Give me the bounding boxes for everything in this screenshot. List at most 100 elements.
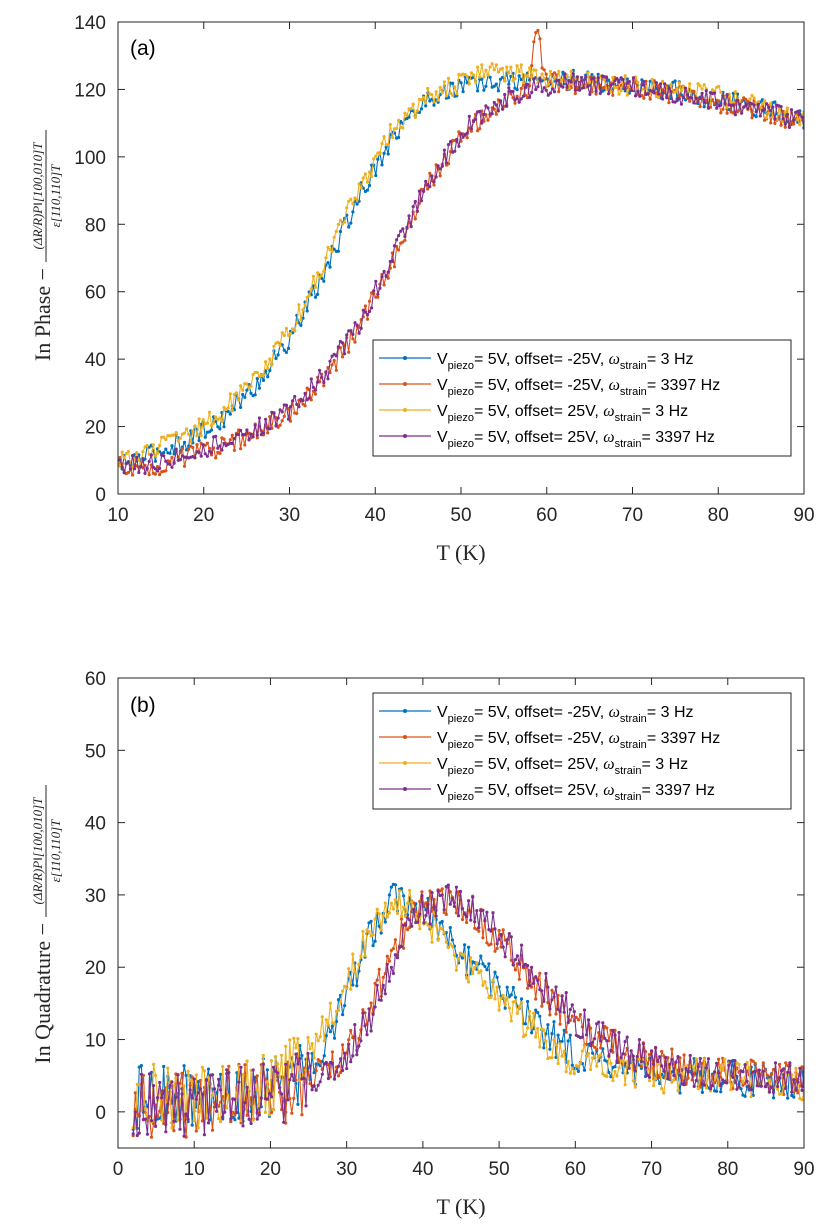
panel-b-series-1-point <box>536 1011 540 1015</box>
panel-a-series-2-point <box>792 122 796 126</box>
panel-a-series-4-point <box>661 97 665 101</box>
panel-a-series-3-point <box>345 206 349 210</box>
panel-b-series-3-point <box>544 1039 548 1043</box>
panel-a-series-4-point <box>274 424 278 428</box>
panel-b-series-4-point <box>383 992 387 996</box>
panel-b-series-1-point <box>503 1006 507 1010</box>
panel-a-series-4-point <box>309 377 313 381</box>
panel-b-series-2-point <box>178 1081 182 1085</box>
panel-b-series-4-point <box>385 962 389 966</box>
panel-b-series-4-point <box>310 1088 314 1092</box>
panel-a-series-4-point <box>783 122 787 126</box>
panel-a-series-3-point <box>669 83 673 87</box>
panel-b-series-1-point <box>613 1065 617 1069</box>
panel-a-series-3-point <box>569 69 573 73</box>
panel-a-series-3-point <box>320 273 324 277</box>
panel-b-series-2-point <box>495 946 499 951</box>
panel-b-series-4-point <box>570 1003 574 1007</box>
panel-b-series-3-point <box>741 1079 745 1083</box>
panel-a-series-4-point <box>725 93 729 97</box>
panel-a-series-1-point <box>367 183 372 188</box>
panel-b-series-4-point <box>629 1049 633 1053</box>
panel-b-series-1-point <box>334 1019 339 1024</box>
panel-a-series-3-point <box>465 74 469 78</box>
panel-a-series-3-point <box>409 107 413 111</box>
panel-b-series-1-point <box>296 1102 300 1106</box>
panel-a-x-tick-label: 10 <box>107 505 128 526</box>
panel-b-series-1-point <box>341 1013 345 1017</box>
panel-b-series-4-point <box>475 909 479 913</box>
panel-b-series-4-point <box>257 1113 261 1117</box>
panel-b-series-3-point <box>526 1026 530 1030</box>
panel-a-x-tick-label: 70 <box>622 505 643 526</box>
panel-a-series-2-point <box>542 68 546 72</box>
panel-a-series-3-point <box>174 431 178 435</box>
panel-b-series-2-point <box>385 954 389 958</box>
panel-b-series-2-point <box>576 1018 581 1022</box>
panel-b-series-2-point <box>497 928 501 933</box>
panel-a-series-4-point <box>122 471 126 475</box>
panel-a-series-4-point <box>444 161 448 165</box>
panel-b-series-3-point <box>704 1086 709 1090</box>
panel-a-series-1-point <box>407 115 411 119</box>
panel-b-series-4-point <box>664 1056 668 1060</box>
panel-b-series-3-point <box>613 1069 617 1074</box>
panel-b-series-1-point <box>568 1033 572 1037</box>
panel-a-series-1-point <box>153 459 157 463</box>
panel-b-series-4-point <box>678 1073 682 1077</box>
panel-b-series-4-point <box>790 1090 794 1094</box>
panel-a-series-1-point <box>203 435 207 439</box>
panel-a-series-4-point <box>380 275 384 279</box>
panel-b-series-2-point <box>660 1049 664 1054</box>
panel-a-series-3-point <box>158 443 162 448</box>
panel-a-series-4-point <box>744 103 748 107</box>
panel-a-series-4-point <box>503 92 507 97</box>
panel-b-series-4-point <box>245 1085 249 1089</box>
panel-a-series-2-point <box>153 472 157 476</box>
legend-label: Vpiezo= 5V, offset= 25V, ωstrain= 3 Hz <box>437 756 688 777</box>
panel-b-series-4-point <box>717 1071 721 1075</box>
panel-a-series-4-point <box>197 450 201 455</box>
panel-b-series-3-point <box>434 923 438 927</box>
panel-b-series-4-point <box>747 1085 751 1090</box>
panel-a-series-3-point <box>411 102 415 106</box>
panel-a-series-1-point <box>424 104 428 108</box>
panel-a-series-4-point <box>656 92 661 96</box>
panel-b-series-1-point <box>481 962 485 966</box>
panel-a-series-4-point <box>442 148 446 152</box>
panel-a-series-3-point <box>602 77 607 81</box>
panel-a-series-3-point <box>328 248 332 252</box>
panel-b-series-4-point <box>599 1039 603 1043</box>
panel-a-series-3-point <box>245 382 249 386</box>
panel-b-series-4-point <box>798 1066 802 1070</box>
panel-a-series-4-point <box>673 100 677 104</box>
panel-b-series-4-point <box>706 1057 711 1061</box>
panel-a-series-4-point <box>646 92 650 96</box>
panel-a-series-4-point <box>459 132 463 136</box>
panel-a-series-4-point <box>401 227 405 231</box>
panel-a-series-4-point <box>789 108 794 112</box>
panel-a-series-1-point <box>239 405 243 409</box>
panel-b-series-3-point <box>621 1060 625 1064</box>
panel-a-series-1-point <box>355 202 359 206</box>
panel-a-series-2-point <box>155 465 160 469</box>
panel-b-series-4-point <box>176 1073 180 1077</box>
panel-a-series-4-point <box>251 435 255 439</box>
panel-b-series-4-point <box>160 1096 164 1100</box>
panel-a-series-4-point <box>617 80 621 84</box>
panel-b-series-4-point <box>582 1008 587 1012</box>
panel-b-series-3-point <box>265 1080 269 1084</box>
panel-b-series-4-point <box>745 1079 749 1083</box>
panel-b-series-3-point <box>288 1038 292 1042</box>
panel-b-series-3-point <box>269 1059 274 1063</box>
panel-a-series-2-point <box>494 112 498 116</box>
panel-a-series-4-point <box>135 455 139 459</box>
panel-b-series-4-point <box>306 1051 310 1056</box>
panel-a-series-4-point <box>355 323 359 327</box>
panel-b-series-3-point <box>469 956 473 960</box>
panel-a-series-4-point <box>158 466 162 470</box>
panel-b-series-4-point <box>526 964 530 968</box>
panel-a-series-3-point <box>440 91 444 95</box>
panel-b-x-tick-label: 30 <box>336 1159 357 1180</box>
panel-b-series-3-point <box>580 1049 585 1053</box>
